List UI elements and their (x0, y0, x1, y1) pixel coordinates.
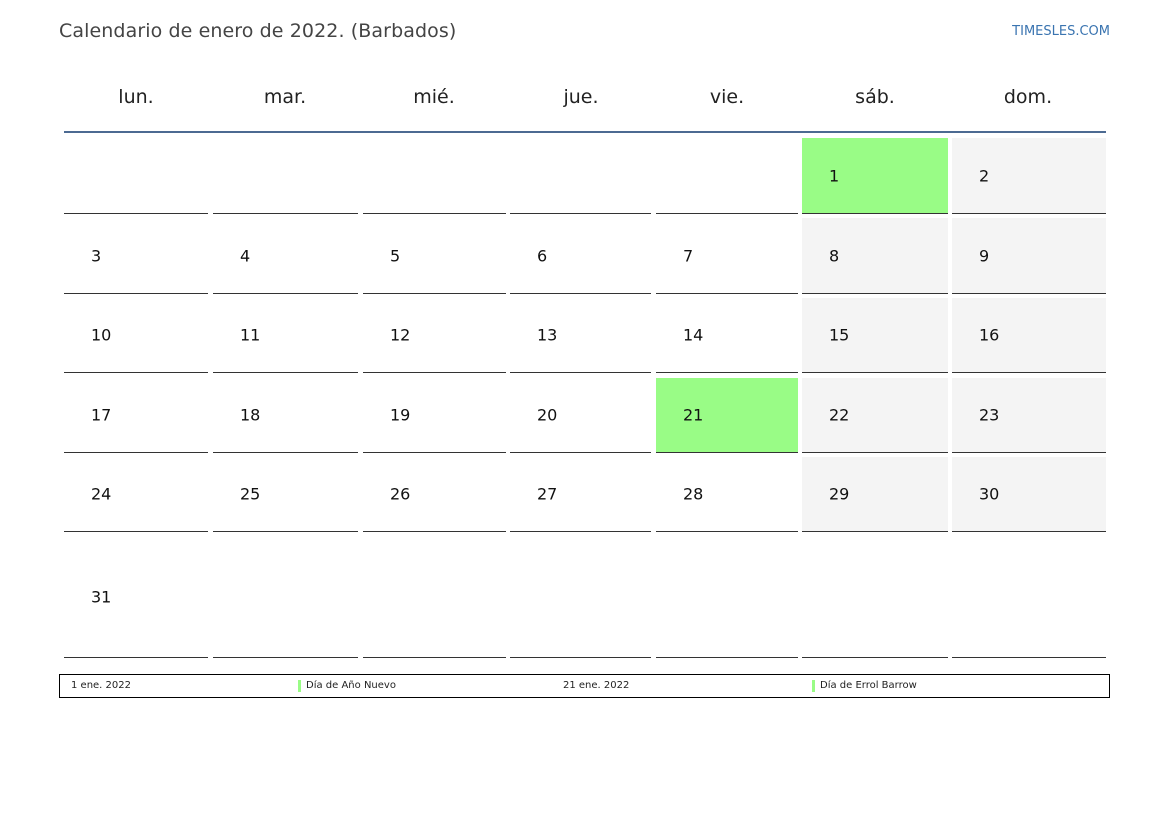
day-number: 6 (537, 246, 548, 265)
day-number: 28 (683, 484, 704, 504)
day-number: 12 (390, 325, 411, 345)
empty-day-cell (363, 138, 506, 214)
day-cell[interactable]: 22 (802, 378, 948, 453)
day-cell[interactable]: 13 (510, 298, 651, 373)
legend-date-2: 21 ene. 2022 (563, 680, 630, 691)
empty-day-cell (510, 537, 651, 658)
day-cell[interactable]: 20 (510, 378, 651, 453)
day-number: 13 (537, 325, 558, 345)
day-number: 1 (829, 166, 840, 185)
day-number: 23 (979, 405, 1000, 425)
day-cell[interactable]: 28 (656, 457, 798, 532)
day-cell[interactable]: 11 (213, 298, 358, 373)
legend-holiday-name-1: Día de Año Nuevo (306, 680, 396, 691)
empty-day-cell (510, 138, 651, 214)
day-number: 7 (683, 246, 694, 265)
day-cell[interactable]: 14 (656, 298, 798, 373)
day-number: 25 (240, 484, 261, 504)
empty-day-cell (213, 138, 358, 214)
empty-day-cell (213, 537, 358, 658)
day-cell[interactable]: 3 (64, 218, 208, 294)
day-cell[interactable]: 19 (363, 378, 506, 453)
legend-date-1: 1 ene. 2022 (71, 680, 131, 691)
day-number: 27 (537, 484, 558, 504)
empty-day-cell (363, 537, 506, 658)
day-cell[interactable]: 17 (64, 378, 208, 453)
day-cell[interactable]: 31 (64, 537, 208, 658)
weekday-header: jue. (563, 86, 599, 108)
day-number: 31 (91, 587, 112, 607)
day-number: 26 (390, 484, 411, 504)
day-number: 11 (240, 325, 261, 345)
empty-day-cell (802, 537, 948, 658)
day-number: 22 (829, 405, 850, 425)
day-cell[interactable]: 21 (656, 378, 798, 453)
day-number: 29 (829, 484, 850, 504)
day-cell[interactable]: 7 (656, 218, 798, 294)
day-number: 30 (979, 484, 1000, 504)
page-title: Calendario de enero de 2022. (Barbados) (59, 20, 457, 42)
weekday-header: mar. (263, 86, 307, 108)
day-number: 5 (390, 246, 401, 265)
day-cell[interactable]: 15 (802, 298, 948, 373)
day-number: 4 (240, 246, 251, 265)
day-cell[interactable]: 24 (64, 457, 208, 532)
day-number: 2 (979, 166, 990, 185)
day-cell[interactable]: 26 (363, 457, 506, 532)
day-cell[interactable]: 23 (952, 378, 1106, 453)
day-number: 8 (829, 246, 840, 265)
empty-day-cell (656, 537, 798, 658)
weekday-header: mié. (413, 86, 455, 108)
day-cell[interactable]: 10 (64, 298, 208, 373)
day-cell[interactable]: 1 (802, 138, 948, 214)
header-divider (64, 131, 1106, 133)
day-number: 3 (91, 246, 102, 265)
day-number: 18 (240, 405, 261, 425)
day-number: 20 (537, 405, 558, 425)
day-cell[interactable]: 27 (510, 457, 651, 532)
day-number: 17 (91, 405, 112, 425)
day-cell[interactable]: 12 (363, 298, 506, 373)
day-cell[interactable]: 18 (213, 378, 358, 453)
day-cell[interactable]: 2 (952, 138, 1106, 214)
day-cell[interactable]: 8 (802, 218, 948, 294)
day-cell[interactable]: 9 (952, 218, 1106, 294)
weekday-header: dom. (1003, 86, 1053, 108)
empty-day-cell (952, 537, 1106, 658)
empty-day-cell (656, 138, 798, 214)
day-cell[interactable]: 30 (952, 457, 1106, 532)
legend-color-swatch-2 (812, 680, 815, 692)
brand-link[interactable]: TIMESLES.COM (1012, 24, 1110, 39)
day-cell[interactable]: 29 (802, 457, 948, 532)
day-number: 10 (91, 325, 112, 345)
weekday-header: sáb. (855, 86, 895, 108)
day-number: 16 (979, 325, 1000, 345)
day-number: 14 (683, 325, 704, 345)
weekday-header: lun. (118, 86, 154, 108)
day-number: 19 (390, 405, 411, 425)
day-number: 24 (91, 484, 112, 504)
weekday-header: vie. (709, 86, 745, 108)
empty-day-cell (64, 138, 208, 214)
day-cell[interactable]: 6 (510, 218, 651, 294)
day-number: 9 (979, 246, 990, 265)
holiday-legend: 1 ene. 2022 Día de Año Nuevo 21 ene. 202… (59, 674, 1110, 698)
legend-holiday-name-2: Día de Errol Barrow (820, 680, 917, 691)
day-cell[interactable]: 5 (363, 218, 506, 294)
day-number: 15 (829, 325, 850, 345)
day-cell[interactable]: 4 (213, 218, 358, 294)
legend-color-swatch-1 (298, 680, 301, 692)
day-cell[interactable]: 25 (213, 457, 358, 532)
day-number: 21 (683, 405, 704, 425)
day-cell[interactable]: 16 (952, 298, 1106, 373)
